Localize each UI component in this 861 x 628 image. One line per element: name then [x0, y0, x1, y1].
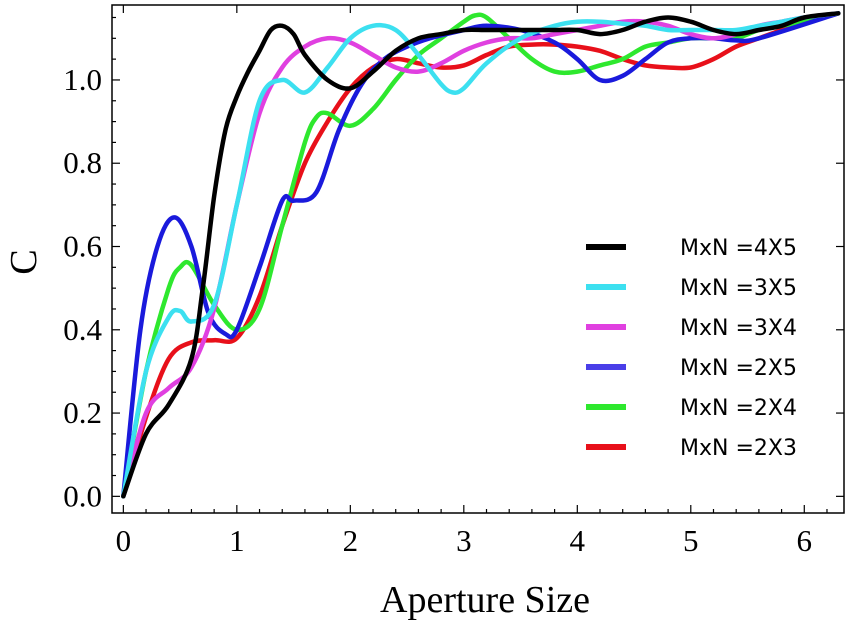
y-tick-label: 1.0 — [63, 62, 102, 97]
legend-label: MxN =2X5 — [680, 356, 797, 381]
legend-entry: MxN =2X5 — [586, 356, 797, 381]
tick-layer: 0 1 2 3 4 5 6 0.0 0.2 0.4 0.6 0.8 1.0 — [63, 5, 844, 558]
x-tick-label: 0 — [116, 523, 132, 558]
x-tick-label: 3 — [456, 523, 472, 558]
x-tick-label: 1 — [229, 523, 245, 558]
legend-label: MxN =2X4 — [680, 396, 797, 421]
y-tick-label: 0.2 — [63, 395, 102, 430]
series-layer — [121, 11, 841, 499]
legend-entry: MxN =4X5 — [586, 236, 797, 261]
legend: MxN =4X5 MxN =3X5 MxN =3X4 MxN =2X5 MxN =2X4… — [586, 236, 797, 461]
y-axis-title: C — [3, 249, 45, 274]
y-tick-label: 0.8 — [63, 145, 102, 180]
legend-entry: MxN =2X3 — [586, 436, 797, 461]
series-line-mxn-3x5 — [121, 11, 841, 499]
plot-frame — [111, 4, 845, 514]
x-tick-label: 4 — [570, 523, 586, 558]
legend-label: MxN =3X4 — [680, 316, 797, 341]
legend-entry: MxN =2X4 — [586, 396, 797, 421]
x-tick-label: 2 — [343, 523, 359, 558]
x-tick-label: 6 — [797, 523, 813, 558]
y-tick-label: 0.4 — [63, 312, 102, 347]
legend-entry: MxN =3X4 — [586, 316, 797, 341]
series-line-mxn-4x5 — [121, 11, 841, 499]
legend-entry: MxN =3X5 — [586, 276, 797, 301]
legend-label: MxN =2X3 — [680, 436, 797, 461]
legend-label: MxN =4X5 — [680, 236, 797, 261]
y-tick-label: 0.6 — [63, 229, 102, 264]
series-line-mxn-2x3 — [121, 11, 841, 499]
legend-label: MxN =3X5 — [680, 276, 797, 301]
x-axis-title: Aperture Size — [380, 579, 590, 621]
y-tick-label: 0.0 — [63, 478, 102, 513]
x-tick-label: 5 — [683, 523, 699, 558]
